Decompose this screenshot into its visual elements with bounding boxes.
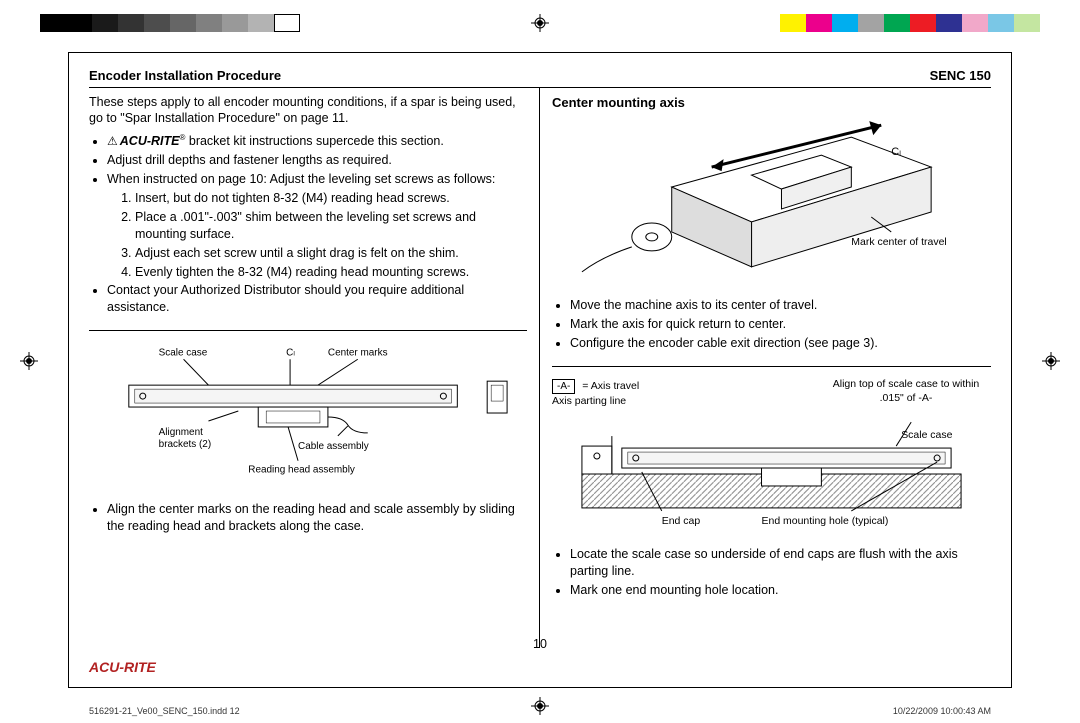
right-bullets-1: Move the machine axis to its center of t…	[552, 297, 991, 352]
sub-item: Adjust each set screw until a slight dra…	[135, 245, 527, 262]
left-bullets-2: Align the center marks on the reading he…	[89, 501, 527, 535]
diagram-mounting-side: Scale case	[552, 416, 991, 536]
axis-key-box: -A-	[552, 379, 575, 395]
meta-stamp: 10/22/2009 10:00:43 AM	[893, 705, 991, 717]
axis-key-text: = Axis travel	[582, 380, 639, 392]
label-alignment: Alignment brackets (2)	[159, 427, 211, 450]
label-reading-head: Reading head assembly	[248, 465, 355, 476]
bullet-item: When instructed on page 10: Adjust the l…	[107, 171, 527, 280]
meta-file: 516291-21_Ve00_SENC_150.indd 12	[89, 705, 240, 717]
label-cable: Cable assembly	[298, 441, 369, 452]
right-bullets-2: Locate the scale case so underside of en…	[552, 546, 991, 599]
bullet-item: Move the machine axis to its center of t…	[570, 297, 991, 314]
bullet-item: Adjust drill depths and fastener lengths…	[107, 152, 527, 169]
warning-icon	[107, 134, 120, 148]
registration-mark-icon	[20, 352, 38, 370]
label-axis-parting: Axis parting line	[552, 395, 626, 407]
label-cl: Cₗ	[286, 347, 295, 358]
align-note: Align top of scale case to within .015" …	[821, 377, 991, 405]
divider	[552, 366, 991, 367]
label-cl: Cₗ	[891, 146, 901, 158]
divider	[89, 330, 527, 331]
registration-mark-icon	[531, 14, 549, 32]
brand-text: ACU-RITE	[120, 134, 180, 148]
label-scale-case: Scale case	[159, 347, 208, 358]
label-end-cap: End cap	[662, 516, 701, 527]
printer-colorbar-right	[780, 14, 1040, 32]
intro-text: These steps apply to all encoder mountin…	[89, 94, 527, 128]
sub-item: Evenly tighten the 8-32 (M4) reading hea…	[135, 264, 527, 281]
bullet-item: Mark one end mounting hole location.	[570, 582, 991, 599]
printer-colorbar-left	[40, 14, 300, 32]
label-center-marks: Center marks	[328, 347, 388, 358]
label-end-hole: End mounting hole (typical)	[762, 516, 889, 527]
sub-item: Place a .001"-.003" shim between the lev…	[135, 209, 527, 243]
bullet-item: Contact your Authorized Distributor shou…	[107, 282, 527, 316]
diagram-scale-assembly: Scale case Cₗ Center marks	[89, 341, 527, 491]
subtitle-center-mounting: Center mounting axis	[552, 94, 991, 112]
bullet-item: Configure the encoder cable exit directi…	[570, 335, 991, 352]
registration-mark-icon	[1042, 352, 1060, 370]
bullet-item: Align the center marks on the reading he…	[107, 501, 527, 535]
page-header: Encoder Installation Procedure SENC 150	[89, 67, 991, 88]
page-number: 10	[533, 636, 547, 653]
footer-brand: ACU-RITE	[89, 658, 156, 677]
numbered-sublist: Insert, but do not tighten 8-32 (M4) rea…	[113, 190, 527, 280]
print-meta: 516291-21_Ve00_SENC_150.indd 12 10/22/20…	[89, 705, 991, 717]
diagram-isometric-axis: Cₗ Mark center of travel	[552, 117, 991, 287]
left-bullets-1: ACU-RITE® bracket kit instructions super…	[89, 133, 527, 316]
bullet-item: Mark the axis for quick return to center…	[570, 316, 991, 333]
right-column: Center mounting axis	[540, 88, 991, 648]
left-column: These steps apply to all encoder mountin…	[89, 88, 540, 648]
sub-item: Insert, but do not tighten 8-32 (M4) rea…	[135, 190, 527, 207]
bullet-item: ACU-RITE® bracket kit instructions super…	[107, 133, 527, 150]
header-model: SENC 150	[930, 67, 991, 85]
header-title: Encoder Installation Procedure	[89, 67, 281, 85]
label-mark-center: Mark center of travel	[851, 237, 946, 248]
page-frame: Encoder Installation Procedure SENC 150 …	[68, 52, 1012, 688]
label-scale-case: Scale case	[901, 430, 952, 441]
axis-key: -A- = Axis travel Axis parting line	[552, 379, 639, 409]
bullet-item: Locate the scale case so underside of en…	[570, 546, 991, 580]
